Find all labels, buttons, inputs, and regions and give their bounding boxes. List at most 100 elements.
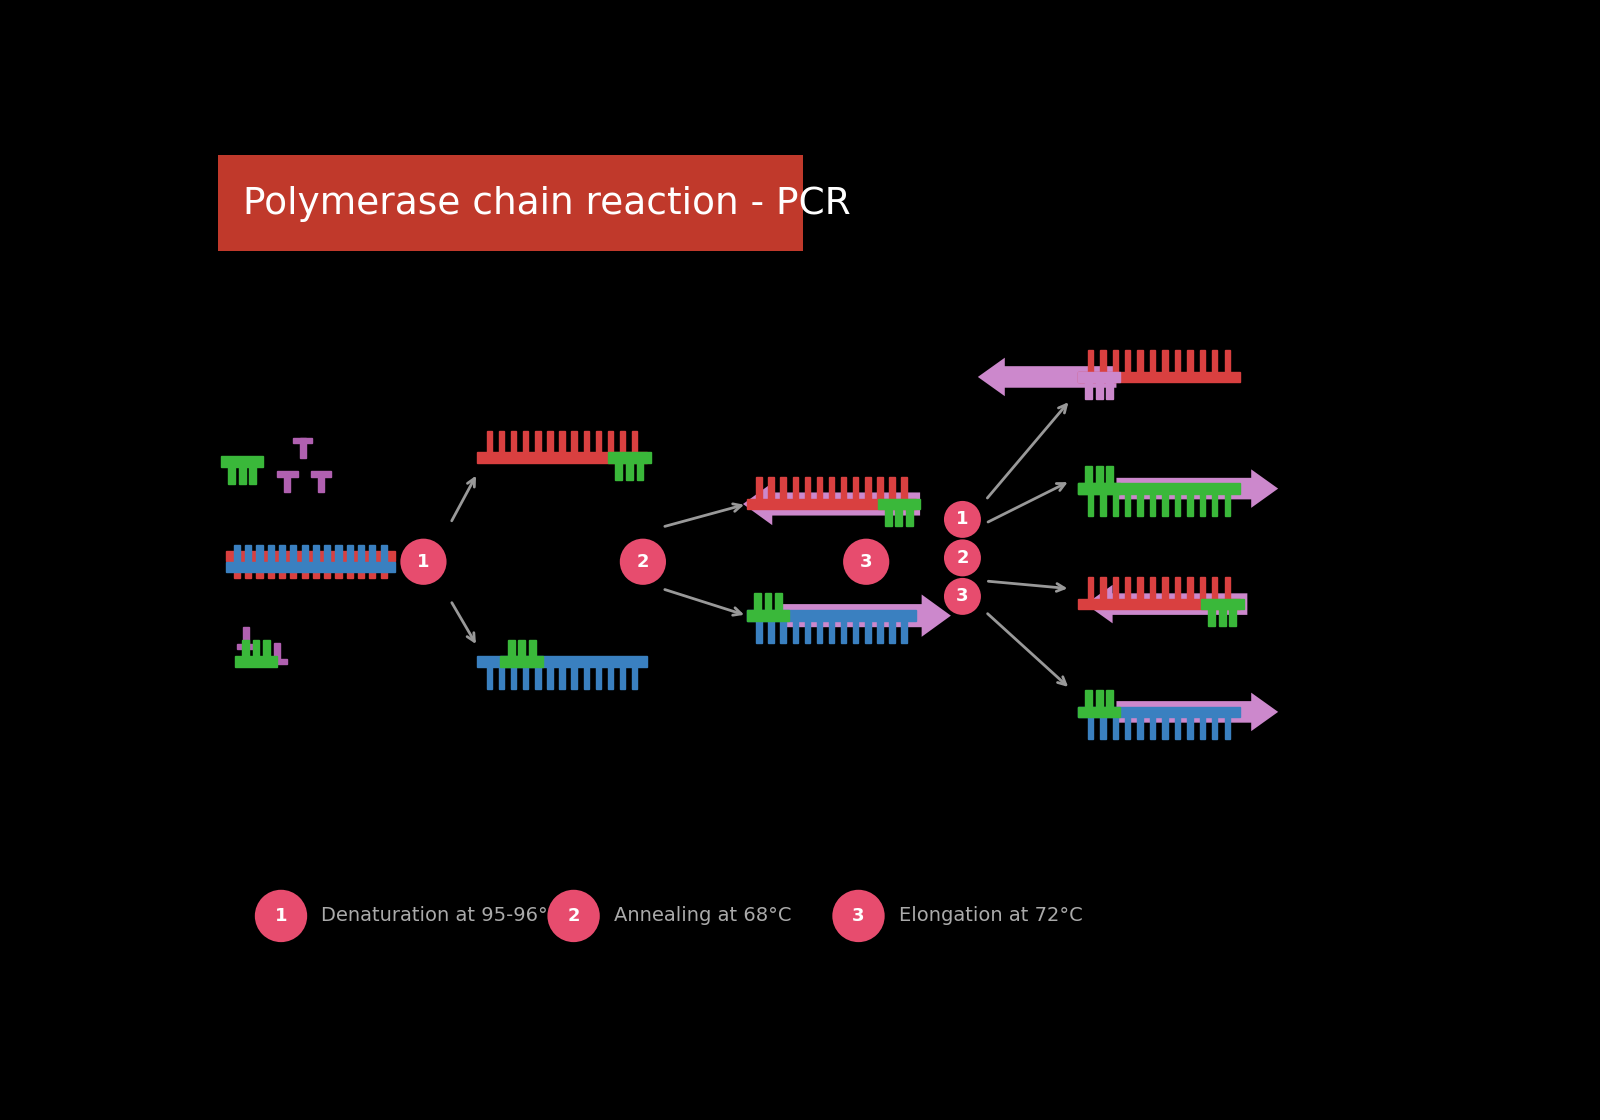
Bar xyxy=(1078,483,1240,494)
Bar xyxy=(381,545,387,562)
Bar xyxy=(877,620,883,643)
Bar xyxy=(253,640,259,656)
Bar xyxy=(584,668,589,689)
Bar xyxy=(278,561,285,578)
Bar xyxy=(318,472,325,493)
Bar xyxy=(1096,466,1102,483)
Bar xyxy=(765,594,771,610)
Bar xyxy=(234,561,240,578)
Bar xyxy=(747,610,789,620)
Text: 1: 1 xyxy=(418,553,430,571)
Bar xyxy=(1096,690,1102,707)
Bar xyxy=(571,668,578,689)
Bar xyxy=(1213,577,1218,599)
Bar xyxy=(1106,690,1114,707)
Text: 1: 1 xyxy=(957,511,968,529)
Bar xyxy=(523,431,528,452)
Bar xyxy=(768,620,774,643)
Bar xyxy=(877,477,883,498)
Bar xyxy=(237,644,256,648)
Bar xyxy=(314,545,318,562)
Bar xyxy=(842,620,846,643)
Bar xyxy=(1125,577,1130,599)
Bar xyxy=(1213,717,1218,739)
Bar xyxy=(816,620,822,643)
Bar xyxy=(256,561,262,578)
Text: Annealing at 68°C: Annealing at 68°C xyxy=(614,906,790,925)
Bar xyxy=(358,545,365,562)
Bar xyxy=(1174,349,1181,372)
Bar xyxy=(805,620,810,643)
Bar xyxy=(238,467,245,484)
Bar xyxy=(1162,717,1168,739)
Bar xyxy=(1138,717,1142,739)
Bar xyxy=(1138,349,1142,372)
Text: 1: 1 xyxy=(275,907,288,925)
Bar xyxy=(1078,483,1120,494)
Bar xyxy=(226,551,395,561)
Bar xyxy=(560,431,565,452)
Bar xyxy=(1200,349,1205,372)
Text: 3: 3 xyxy=(853,907,864,925)
Bar xyxy=(1106,466,1114,483)
Bar xyxy=(477,452,646,464)
Bar xyxy=(510,668,517,689)
Bar xyxy=(1150,577,1155,599)
Bar xyxy=(1112,577,1118,599)
Bar xyxy=(792,477,798,498)
Bar xyxy=(1174,717,1181,739)
Bar xyxy=(1224,494,1230,515)
Bar xyxy=(885,510,891,526)
Bar xyxy=(242,640,250,656)
Bar xyxy=(805,477,810,498)
Bar xyxy=(1125,494,1130,515)
Bar xyxy=(1200,577,1205,599)
Bar xyxy=(1088,577,1093,599)
Bar xyxy=(1112,494,1118,515)
Bar xyxy=(1096,382,1102,399)
Bar xyxy=(1200,717,1205,739)
Circle shape xyxy=(547,889,600,942)
Bar xyxy=(381,561,387,578)
FancyArrow shape xyxy=(978,357,1117,396)
Bar xyxy=(325,545,330,562)
Bar xyxy=(499,668,504,689)
Bar xyxy=(747,498,917,510)
Text: 2: 2 xyxy=(957,549,968,567)
Bar xyxy=(901,477,907,498)
Bar xyxy=(336,561,341,578)
Circle shape xyxy=(400,539,446,585)
Bar xyxy=(267,545,274,562)
Bar xyxy=(293,438,312,442)
Bar xyxy=(608,668,613,689)
Bar xyxy=(896,510,902,526)
Bar xyxy=(1112,717,1118,739)
Bar xyxy=(285,472,290,493)
Bar xyxy=(1219,609,1226,626)
Bar xyxy=(243,627,250,647)
Bar xyxy=(584,431,589,452)
Bar xyxy=(277,472,298,476)
Bar xyxy=(595,431,602,452)
Bar xyxy=(325,561,330,578)
Circle shape xyxy=(619,539,666,585)
Text: 3: 3 xyxy=(859,553,872,571)
Bar xyxy=(1106,382,1114,399)
Bar xyxy=(1078,599,1240,609)
Bar xyxy=(747,610,917,620)
Bar xyxy=(245,561,251,578)
Bar xyxy=(853,477,859,498)
FancyArrow shape xyxy=(1117,469,1278,507)
Bar xyxy=(608,452,651,464)
Text: 2: 2 xyxy=(637,553,650,571)
Bar xyxy=(510,431,517,452)
Bar xyxy=(1078,372,1120,382)
Bar xyxy=(619,431,626,452)
Bar xyxy=(866,477,870,498)
Bar xyxy=(336,545,341,562)
Bar xyxy=(1224,349,1230,372)
Bar xyxy=(547,431,552,452)
Bar xyxy=(1213,349,1218,372)
Circle shape xyxy=(944,501,981,538)
Bar xyxy=(1101,577,1106,599)
